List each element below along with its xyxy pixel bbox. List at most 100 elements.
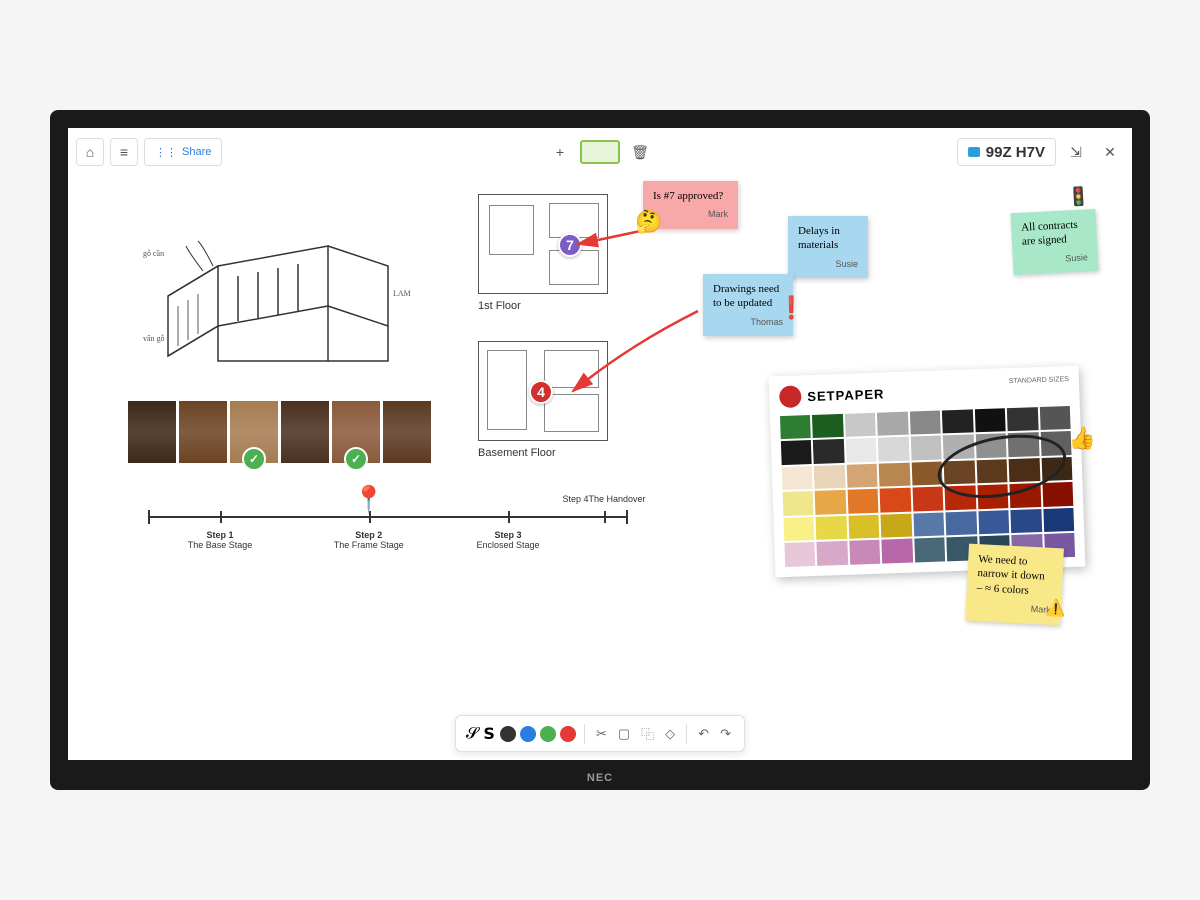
palette-color-cell[interactable] [848,514,879,538]
wood-swatch[interactable] [179,401,227,463]
sticky-text: Delays in materials [798,224,858,253]
palette-color-cell[interactable] [816,516,847,540]
thumbs-up-emoji: 👍 [1068,425,1096,452]
copy-tool[interactable]: ⿻ [638,721,657,746]
sticky-note-drawings[interactable]: Drawings need to be updated Thomas ❗ [703,274,793,336]
home-button[interactable]: ⌂ [76,138,104,166]
wood-swatch[interactable] [332,401,380,463]
palette-color-cell[interactable] [847,489,878,513]
palette-color-cell[interactable] [977,484,1008,508]
wood-swatch[interactable] [281,401,329,463]
palette-color-cell[interactable] [975,434,1006,458]
timeline-step-label: Step 2The Frame Stage [334,530,404,550]
palette-color-cell[interactable] [1009,458,1040,482]
add-button[interactable]: + [546,138,574,166]
sticky-note-pink[interactable]: Is #7 approved? Mark 🤔 [643,181,738,229]
palette-color-cell[interactable] [847,464,878,488]
wood-swatch[interactable] [230,401,278,463]
sticky-text: Is #7 approved? [653,189,728,203]
color-palette-card[interactable]: SETPAPER STANDARD SIZES 👍 [769,366,1086,577]
palette-color-cell[interactable] [944,460,975,484]
palette-color-cell[interactable] [813,439,844,463]
top-toolbar: ⌂ ≡ ⋮⋮ Share + 🗑 99Z H7V ⇲ ✕ [76,136,1124,168]
pen-color-dot[interactable] [520,726,536,742]
pen-color-dot[interactable] [560,726,576,742]
palette-color-cell[interactable] [1039,406,1070,430]
palette-color-cell[interactable] [1040,431,1071,455]
undo-button[interactable]: ↶ [695,723,712,745]
palette-color-cell[interactable] [911,436,942,460]
palette-color-cell[interactable] [879,462,910,486]
timeline-step-label: Step 3Enclosed Stage [476,530,539,550]
palette-color-cell[interactable] [849,540,880,564]
thinking-emoji: 🤔 [635,208,662,237]
palette-color-cell[interactable] [784,517,815,541]
palette-color-cell[interactable] [946,511,977,535]
sticky-note-delays[interactable]: Delays in materials Susie [788,216,868,278]
palette-color-cell[interactable] [1011,509,1042,533]
palette-color-cell[interactable] [882,539,913,563]
palette-color-cell[interactable] [877,412,908,436]
redo-button[interactable]: ↷ [717,723,734,745]
current-color-indicator[interactable] [580,140,620,164]
palette-color-cell[interactable] [1010,483,1041,507]
wood-swatch-row [128,401,431,463]
palette-color-cell[interactable] [845,413,876,437]
sticky-note-narrow[interactable]: We need to narrow it down – ≈ 6 colors M… [965,544,1064,625]
timeline-pin-icon[interactable]: 📍 [353,484,385,515]
floorplan-basement: 4 Basement Floor [478,341,628,459]
palette-color-cell[interactable] [1041,457,1072,481]
palette-color-cell[interactable] [781,440,812,464]
palette-color-cell[interactable] [812,414,843,438]
wood-swatch[interactable] [128,401,176,463]
project-timeline: Step 1The Base StageStep 2The Frame Stag… [148,516,628,518]
thick-pen-tool[interactable]: 𝗦 [483,724,495,744]
palette-color-cell[interactable] [942,409,973,433]
session-code-display[interactable]: 99Z H7V [957,138,1056,166]
whiteboard-canvas[interactable]: gỗ cần vân gỗ LAM Step 1The Base StageSt… [68,176,1132,714]
floorplan-first-label: 1st Floor [478,300,628,312]
palette-color-cell[interactable] [814,465,845,489]
palette-color-cell[interactable] [1043,508,1074,532]
palette-color-cell[interactable] [881,513,912,537]
palette-color-cell[interactable] [817,541,848,565]
drawing-toolbar: 𝓢 𝗦 ✂ ▢ ⿻ ◇ ↶ ↷ [455,715,745,752]
palette-color-cell[interactable] [913,512,944,536]
palette-color-cell[interactable] [910,411,941,435]
pen-color-dot[interactable] [500,726,516,742]
palette-color-cell[interactable] [783,491,814,515]
share-button[interactable]: ⋮⋮ Share [144,138,222,166]
palette-color-cell[interactable] [976,459,1007,483]
palette-grid [780,406,1075,567]
delete-button[interactable]: 🗑 [626,138,654,166]
palette-color-cell[interactable] [1007,407,1038,431]
palette-color-cell[interactable] [880,488,911,512]
palette-color-cell[interactable] [978,510,1009,534]
thin-pen-tool[interactable]: 𝓢 [466,725,478,743]
palette-color-cell[interactable] [975,408,1006,432]
wood-swatch[interactable] [383,401,431,463]
close-button[interactable]: ✕ [1096,138,1124,166]
palette-color-cell[interactable] [878,437,909,461]
palette-color-cell[interactable] [914,538,945,562]
menu-button[interactable]: ≡ [110,138,138,166]
palette-color-cell[interactable] [780,415,811,439]
pen-color-dot[interactable] [540,726,556,742]
palette-color-cell[interactable] [846,438,877,462]
cut-tool[interactable]: ✂ [593,723,610,745]
palette-color-cell[interactable] [912,487,943,511]
share-label: Share [182,146,211,158]
palette-color-cell[interactable] [815,490,846,514]
shapes-tool[interactable]: ◇ [662,723,678,745]
palette-color-cell[interactable] [943,435,974,459]
palette-color-cell[interactable] [784,542,815,566]
palette-color-cell[interactable] [1008,433,1039,457]
palette-color-cell[interactable] [782,466,813,490]
image-tool[interactable]: ▢ [615,723,633,745]
palette-color-cell[interactable] [911,461,942,485]
palette-color-cell[interactable] [1042,482,1073,506]
palette-color-cell[interactable] [945,486,976,510]
sticky-note-contracts[interactable]: All contracts are signed Susie 🚦 [1010,209,1098,276]
badge-4: 4 [529,380,553,404]
minimize-button[interactable]: ⇲ [1062,138,1090,166]
